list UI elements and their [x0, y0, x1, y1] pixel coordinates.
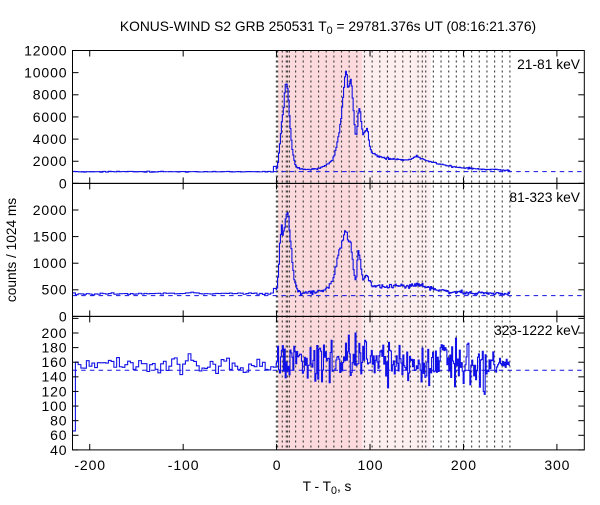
svg-text:60: 60	[50, 427, 67, 443]
svg-text:8000: 8000	[33, 87, 68, 103]
svg-text:0: 0	[273, 457, 282, 473]
svg-text:T - T0, s: T - T0, s	[303, 479, 352, 497]
svg-text:500: 500	[41, 282, 67, 298]
svg-text:KONUS-WIND S2 GRB 250531 T0 =: KONUS-WIND S2 GRB 250531 T0 = 29781.376s…	[120, 19, 536, 37]
svg-text:2000: 2000	[33, 153, 68, 169]
svg-text:200: 200	[41, 325, 67, 341]
svg-text:12000: 12000	[24, 42, 67, 58]
svg-text:160: 160	[41, 354, 67, 370]
svg-text:1500: 1500	[33, 229, 68, 245]
svg-text:323-1222 keV: 323-1222 keV	[494, 323, 581, 338]
svg-text:10000: 10000	[24, 65, 67, 81]
svg-text:6000: 6000	[33, 109, 68, 125]
svg-text:40: 40	[50, 442, 67, 458]
svg-text:100: 100	[41, 398, 67, 414]
svg-text:-100: -100	[168, 457, 200, 473]
svg-text:80: 80	[50, 413, 67, 429]
svg-text:120: 120	[41, 383, 67, 399]
svg-text:1000: 1000	[33, 255, 68, 271]
svg-text:81-323 keV: 81-323 keV	[509, 190, 580, 205]
svg-text:180: 180	[41, 340, 67, 356]
svg-text:4000: 4000	[33, 131, 68, 147]
svg-text:0: 0	[59, 175, 68, 191]
svg-text:21-81 keV: 21-81 keV	[517, 57, 581, 72]
svg-text:-200: -200	[74, 457, 106, 473]
svg-text:counts / 1024 ms: counts / 1024 ms	[4, 198, 19, 302]
svg-text:140: 140	[41, 369, 67, 385]
svg-text:100: 100	[357, 457, 383, 473]
svg-text:0: 0	[59, 308, 68, 324]
svg-text:200: 200	[451, 457, 477, 473]
svg-text:300: 300	[544, 457, 570, 473]
svg-text:2000: 2000	[33, 202, 68, 218]
